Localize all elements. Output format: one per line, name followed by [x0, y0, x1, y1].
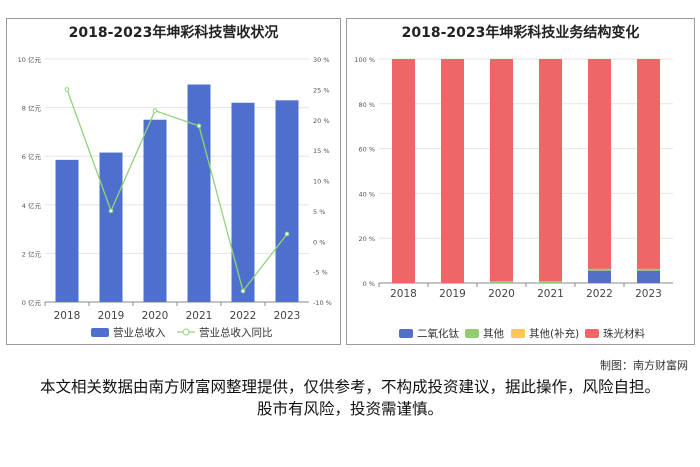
segment-titanium-dioxide [588, 270, 611, 283]
y2-tick-label: 20 % [313, 117, 330, 125]
y-tick-label: 60 % [358, 146, 375, 154]
yoy-point [64, 87, 70, 92]
y-tick-label: 80 % [358, 101, 375, 109]
x-tick-label: 2021 [537, 288, 564, 300]
y-tick-label: 6 亿元 [22, 152, 42, 161]
segment-pearlescent [441, 59, 464, 283]
y2-tick-label: 5 % [313, 208, 325, 216]
y2-tick-label: 30 % [313, 56, 330, 64]
x-tick-label: 2023 [274, 310, 301, 322]
segment-other [490, 281, 513, 283]
legend-yoy-label: 营业总收入同比 [199, 326, 273, 339]
revenue-bar [275, 100, 299, 302]
revenue-bar [231, 102, 255, 303]
legend-swatch [399, 329, 413, 338]
y-tick-label: 0 亿元 [22, 298, 42, 307]
segment-pearlescent [637, 59, 660, 269]
legend-label: 二氧化钛 [417, 327, 459, 340]
yoy-point [240, 288, 246, 294]
legend-swatch [465, 329, 479, 338]
y-tick-label: 4 亿元 [22, 201, 42, 210]
chart-credit: 制图：南方财富网 [600, 359, 688, 372]
y-tick-label: 2 亿元 [22, 249, 42, 258]
legend-label: 珠光材料 [603, 327, 645, 340]
legend-label: 其他(补充) [529, 327, 579, 340]
revenue-bar [55, 159, 79, 302]
segment-other [637, 268, 660, 271]
segment-other [539, 280, 562, 283]
yoy-point [152, 108, 158, 113]
legend-swatch [585, 329, 599, 338]
x-tick-label: 2022 [586, 288, 613, 300]
legend-revenue-swatch [91, 328, 109, 337]
legend-label: 其他 [483, 327, 504, 340]
x-tick-label: 2019 [439, 288, 466, 300]
legend-yoy-marker [182, 328, 190, 336]
y2-tick-label: 25 % [313, 86, 330, 94]
structure-chart-panel: 2018-2023年坤彩科技业务结构变化 0 % 20 % 40 % 60 % 80 %… [346, 18, 695, 345]
revenue-chart-panel: 2018-2023年坤彩科技营收状况 0 亿元 2 亿元 4 亿元 6 亿元 8 亿元 1… [6, 18, 341, 345]
segment-titanium-dioxide [637, 270, 660, 283]
structure-chart-svg: 0 % 20 % 40 % 60 % 80 % 100 % 2018 2019 2020 2021… [354, 56, 673, 340]
segment-pearlescent [490, 59, 513, 282]
segment-pearlescent [392, 59, 415, 283]
y2-tick-label: 15 % [313, 147, 330, 155]
revenue-chart-svg: 0 亿元 2 亿元 4 亿元 6 亿元 8 亿元 10 亿元 -10 % -5 % 0 % 5 %… [18, 55, 332, 339]
y-tick-label: 100 % [354, 56, 375, 64]
legend-swatch [511, 329, 525, 338]
revenue-chart-title: 2018-2023年坤彩科技营收状况 [68, 25, 279, 41]
yoy-point [108, 208, 114, 214]
y2-tick-label: -5 % [313, 269, 328, 277]
y-tick-label: 10 亿元 [18, 55, 42, 64]
y-tick-label: 40 % [358, 190, 375, 198]
segment-other [588, 268, 611, 271]
x-tick-label: 2020 [488, 288, 515, 300]
segment-pearlescent [539, 59, 562, 281]
x-tick-label: 2022 [230, 310, 257, 322]
x-tick-label: 2019 [98, 310, 125, 322]
x-tick-label: 2023 [635, 288, 662, 300]
y2-tick-label: 10 % [313, 178, 330, 186]
revenue-bar [187, 84, 211, 302]
yoy-line [66, 89, 288, 293]
disclaimer-text: 本文相关数据由南方财富网整理提供，仅供参考，不构成投资建议，据此操作，风险自担。… [40, 378, 661, 418]
x-tick-label: 2021 [186, 310, 213, 322]
y2-tick-label: -10 % [313, 299, 332, 307]
y-tick-label: 20 % [358, 235, 375, 243]
y-tick-label: 8 亿元 [22, 104, 42, 113]
x-tick-label: 2018 [390, 288, 417, 300]
revenue-bar [99, 152, 123, 302]
legend-revenue-label: 营业总收入 [113, 326, 166, 339]
yoy-point [284, 231, 290, 237]
y-tick-label: 0 % [363, 280, 375, 288]
segment-pearlescent [588, 59, 611, 269]
revenue-bar [143, 119, 167, 302]
structure-chart-title: 2018-2023年坤彩科技业务结构变化 [401, 25, 640, 41]
yoy-point [196, 123, 202, 129]
x-tick-label: 2020 [142, 310, 169, 322]
y2-tick-label: 0 % [313, 238, 325, 246]
x-tick-label: 2018 [54, 310, 81, 322]
